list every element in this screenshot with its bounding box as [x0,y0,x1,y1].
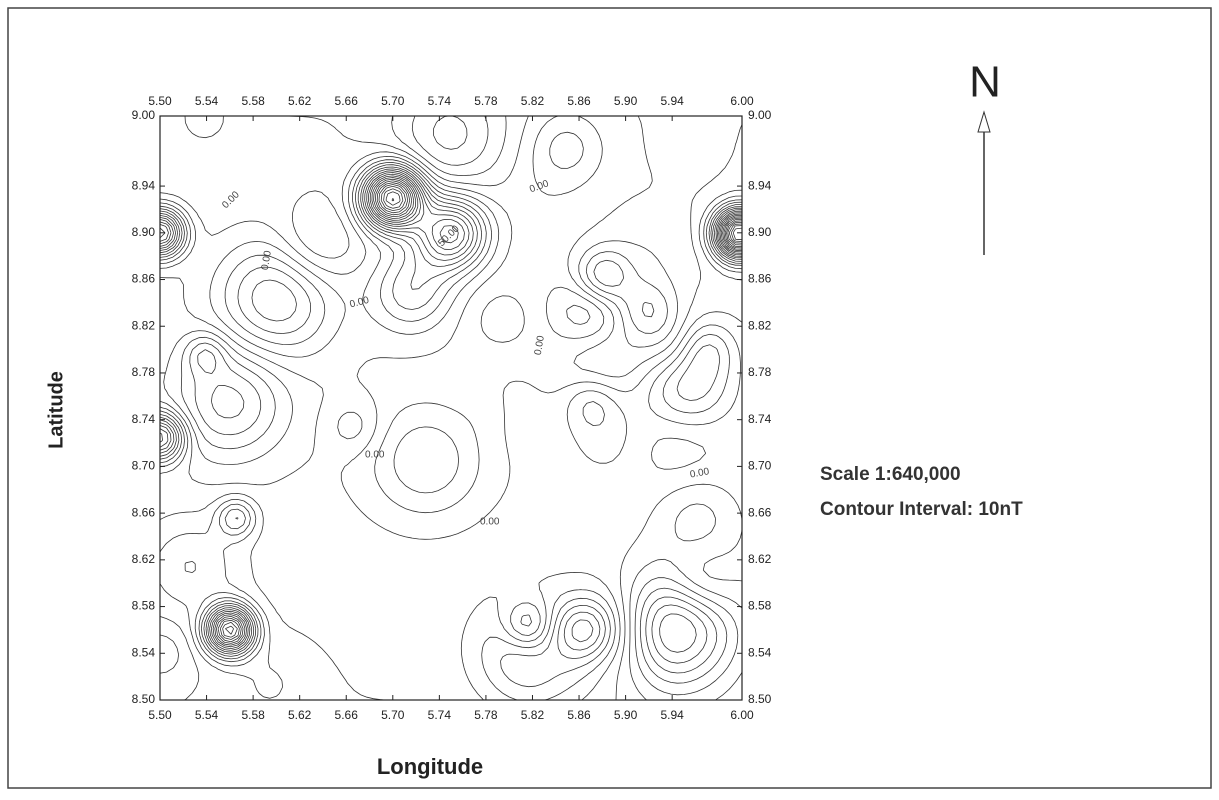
x-tick-label: 5.66 [335,94,359,108]
y-axis-label: Latitude [45,371,67,449]
contour-label: 0.00 [349,295,371,311]
y-tick-label: 8.70 [132,459,156,473]
annotation: Scale 1:640,000 [820,464,961,485]
y-tick-label: 8.58 [132,599,156,613]
y-tick-label: 8.90 [132,225,156,239]
x-tick-label: 5.82 [521,94,545,108]
contour-line [160,178,742,646]
x-tick-label: 5.90 [614,708,638,722]
contour-line [222,186,742,638]
x-tick-label: 5.86 [567,94,591,108]
x-tick-label: 5.62 [288,708,312,722]
y-tick-label: 8.94 [132,178,156,192]
contour-line [217,182,742,643]
contour-label: 0.00 [365,450,385,461]
y-tick-label: 8.66 [748,505,772,519]
x-tick-label: 6.00 [730,94,754,108]
contour-label: 0.00 [533,334,547,356]
y-tick-label: 8.62 [132,552,156,566]
x-tick-label: 5.70 [381,94,405,108]
contour-line [160,175,742,649]
contour-line [189,116,668,659]
contour-label: 50.00 [436,223,462,249]
x-tick-label: 5.78 [474,708,498,722]
y-tick-label: 8.82 [748,318,772,332]
x-tick-label: 5.94 [660,708,684,722]
north-label: N [969,58,1001,107]
x-tick-label: 5.86 [567,708,591,722]
contour-line [160,166,742,674]
y-tick-label: 8.82 [132,318,156,332]
contour-line [160,177,742,648]
y-tick-label: 8.74 [132,412,156,426]
contour-line [391,198,742,241]
y-tick-label: 8.78 [132,365,156,379]
x-tick-label: 5.50 [148,94,172,108]
x-tick-label: 5.50 [148,708,172,722]
y-tick-label: 8.50 [132,692,156,706]
contour-line [160,131,742,700]
north-arrowhead [977,110,991,133]
y-tick-label: 8.62 [748,552,772,566]
x-tick-label: 5.78 [474,94,498,108]
y-tick-label: 8.78 [748,365,772,379]
contour-line [160,172,742,653]
contour-line [385,191,742,242]
x-tick-label: 5.82 [521,708,545,722]
y-tick-label: 8.86 [748,272,772,286]
contour-line [197,116,655,651]
contour-line [160,164,742,684]
plot-border [159,115,743,701]
contour-line [216,180,742,644]
y-tick-label: 8.86 [132,272,156,286]
x-tick-label: 5.54 [195,94,219,108]
contour-line [180,116,678,688]
x-tick-label: 5.74 [428,94,452,108]
x-tick-label: 5.94 [660,94,684,108]
x-tick-label: 5.90 [614,94,638,108]
y-tick-label: 9.00 [748,108,772,122]
contour-line [163,116,742,700]
x-tick-label: 5.58 [241,94,265,108]
y-tick-label: 8.90 [748,225,772,239]
contour-line [219,184,742,640]
x-tick-label: 5.66 [335,708,359,722]
x-axis-label: Longitude [377,754,483,779]
y-tick-label: 8.50 [748,692,772,706]
x-tick-label: 6.00 [730,708,754,722]
contour-line [225,188,742,635]
y-tick-label: 8.54 [748,645,772,659]
contour-label: 0.00 [220,189,242,211]
x-tick-label: 5.70 [381,708,405,722]
x-tick-label: 5.54 [195,708,219,722]
contour-label: 0.00 [528,178,550,195]
y-tick-label: 8.94 [748,178,772,192]
y-tick-label: 8.58 [748,599,772,613]
contour-line [160,170,742,655]
y-tick-label: 8.70 [748,459,772,473]
x-tick-label: 5.74 [428,708,452,722]
contour-line [160,116,742,700]
contour-label: 0.00 [260,249,274,271]
contour-line [160,162,742,696]
contour-label: 0.00 [689,466,711,480]
contour-line [571,619,594,643]
contour-label: 0.00 [480,517,500,528]
contour-field [160,116,742,700]
contour-line [160,159,742,700]
y-tick-label: 8.66 [132,505,156,519]
y-tick-label: 8.74 [748,412,772,426]
annotation: Contour Interval: 10nT [820,499,1023,520]
x-tick-label: 5.58 [241,708,265,722]
y-tick-label: 8.54 [132,645,156,659]
contour-line [160,168,742,664]
y-tick-label: 9.00 [132,108,156,122]
x-tick-label: 5.62 [288,94,312,108]
contour-line [160,173,742,651]
frame [7,7,1212,789]
